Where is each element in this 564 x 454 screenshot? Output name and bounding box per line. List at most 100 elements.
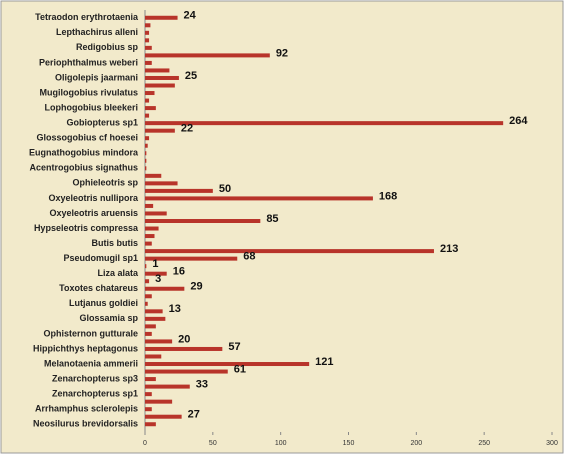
bar bbox=[145, 60, 152, 65]
bar bbox=[145, 75, 179, 80]
bar bbox=[145, 241, 152, 246]
bar bbox=[145, 331, 152, 336]
category-label: Periophthalmus weberi bbox=[39, 57, 138, 67]
x-tick-label: 200 bbox=[410, 440, 422, 447]
category-label: Toxotes chatareus bbox=[59, 283, 138, 293]
category-label: Oxyeleotris aruensis bbox=[49, 208, 138, 218]
x-tick-label: 250 bbox=[478, 440, 490, 447]
bar bbox=[145, 53, 270, 58]
bar bbox=[145, 354, 162, 359]
bar bbox=[145, 136, 150, 141]
bar bbox=[145, 23, 151, 28]
bar bbox=[145, 384, 190, 389]
category-label: Lutjanus goldiei bbox=[69, 298, 138, 308]
bar bbox=[145, 286, 185, 291]
category-label: Neosilurus brevidorsalis bbox=[33, 419, 138, 429]
bar bbox=[145, 143, 148, 148]
bar bbox=[145, 158, 147, 163]
value-label: 33 bbox=[196, 379, 208, 391]
category-label: Pseudomugil sp1 bbox=[63, 253, 138, 263]
bar bbox=[145, 38, 150, 43]
value-label: 25 bbox=[185, 70, 197, 82]
category-label: Zenarchopterus sp1 bbox=[52, 389, 138, 399]
bar bbox=[145, 362, 310, 367]
value-label: 68 bbox=[243, 251, 255, 263]
bar bbox=[145, 377, 156, 382]
bar bbox=[145, 30, 150, 35]
value-label: 24 bbox=[184, 10, 197, 22]
value-label: 20 bbox=[178, 333, 190, 345]
bar bbox=[145, 106, 156, 111]
value-label: 3 bbox=[155, 273, 161, 285]
category-label: Melanotaenia ammerii bbox=[44, 358, 138, 368]
category-label: Glossogobius cf hoesei bbox=[36, 133, 138, 143]
category-label: Glossamia sp bbox=[79, 313, 138, 323]
bar bbox=[145, 422, 156, 427]
value-label: 16 bbox=[173, 266, 185, 278]
bar bbox=[145, 279, 150, 284]
bar bbox=[145, 346, 223, 351]
value-label: 1 bbox=[152, 258, 158, 270]
bar bbox=[145, 83, 175, 88]
x-tick-label: 300 bbox=[546, 440, 558, 447]
category-label: Redigobius sp bbox=[76, 42, 139, 52]
bar bbox=[145, 98, 150, 103]
bar bbox=[145, 121, 504, 126]
category-label: Liza alata bbox=[97, 268, 139, 278]
value-label: 29 bbox=[190, 281, 202, 293]
x-tick-label: 150 bbox=[343, 440, 355, 447]
bar bbox=[145, 128, 175, 133]
bar bbox=[145, 407, 152, 412]
category-label: Butis butis bbox=[92, 238, 139, 248]
bar bbox=[145, 369, 228, 374]
bar bbox=[145, 324, 156, 329]
value-label: 27 bbox=[188, 409, 200, 421]
bar bbox=[145, 173, 162, 178]
category-label: Hypseleotris compressa bbox=[34, 223, 139, 233]
value-label: 57 bbox=[228, 341, 240, 353]
bar bbox=[145, 309, 163, 314]
bar bbox=[145, 392, 152, 397]
category-label: Ophieleotris sp bbox=[72, 178, 138, 188]
category-label: Zenarchopterus sp3 bbox=[52, 373, 138, 383]
value-label: 85 bbox=[266, 213, 278, 225]
bar bbox=[145, 219, 261, 223]
category-label: Hippichthys heptagonus bbox=[33, 343, 138, 353]
bar bbox=[145, 414, 182, 419]
value-label: 92 bbox=[276, 47, 288, 59]
bar bbox=[145, 68, 170, 73]
value-label: 22 bbox=[181, 123, 193, 135]
bar bbox=[145, 399, 173, 404]
bar bbox=[145, 234, 155, 239]
bar bbox=[145, 181, 178, 186]
bar bbox=[145, 339, 173, 344]
value-label: 61 bbox=[234, 363, 246, 375]
value-label: 213 bbox=[440, 243, 458, 255]
bar bbox=[145, 45, 152, 50]
bar bbox=[145, 271, 167, 276]
bar bbox=[145, 256, 238, 261]
category-label: Gobiopterus sp1 bbox=[66, 118, 138, 128]
x-tick-label: 100 bbox=[275, 440, 287, 447]
bar bbox=[145, 316, 166, 321]
category-label: Eugnathogobius mindora bbox=[29, 148, 139, 158]
bar bbox=[145, 301, 148, 306]
value-label: 13 bbox=[169, 303, 181, 315]
category-label: Oxyeleotris nullipora bbox=[48, 193, 139, 203]
bar bbox=[145, 196, 373, 201]
value-label: 264 bbox=[509, 115, 528, 127]
bar bbox=[145, 188, 213, 193]
category-label: Tetraodon erythrotaenia bbox=[35, 12, 139, 22]
bar bbox=[145, 113, 150, 118]
x-tick-label: 50 bbox=[209, 440, 217, 447]
category-label: Lophogobius bleekeri bbox=[44, 102, 138, 112]
bar bbox=[145, 151, 147, 156]
category-label: Oligolepis jaarmani bbox=[55, 72, 138, 82]
category-label: Acentrogobius signathus bbox=[29, 163, 138, 173]
bar bbox=[145, 91, 155, 96]
bar bbox=[145, 211, 167, 216]
bar bbox=[145, 166, 147, 171]
value-label: 50 bbox=[219, 183, 231, 195]
